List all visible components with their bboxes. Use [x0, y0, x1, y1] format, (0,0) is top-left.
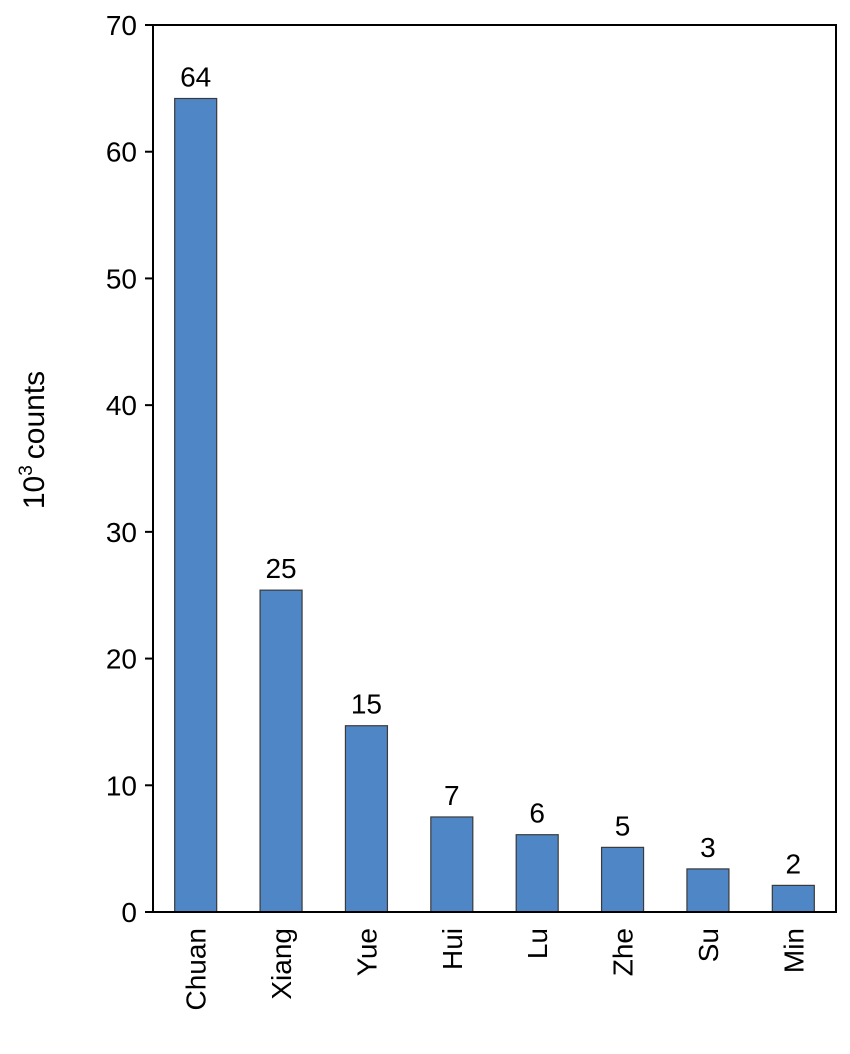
- y-axis-title-text: counts: [18, 371, 51, 459]
- data-label: 2: [786, 848, 802, 879]
- category-labels: Chuan Xiang Yue Hui Lu Zhe Su Min: [181, 928, 810, 1011]
- y-axis-title-base: 10: [18, 476, 51, 509]
- y-tick-label: 70: [106, 10, 137, 41]
- y-axis-title-superscript: 3: [16, 465, 37, 476]
- x-category-label: Zhe: [608, 928, 639, 976]
- data-labels: 64 25 15 7 6 5 3 2: [180, 61, 801, 879]
- data-label: 64: [180, 61, 211, 92]
- y-tick-label: 60: [106, 137, 137, 168]
- y-tick-label: 20: [106, 644, 137, 675]
- data-label: 7: [444, 780, 460, 811]
- plot-area-frame: [152, 24, 837, 913]
- bar-su: [686, 868, 730, 913]
- bar-xiang: [259, 589, 303, 913]
- bar-lu: [515, 834, 559, 913]
- bar-hui: [430, 816, 474, 913]
- y-axis-title: 103 counts: [16, 371, 51, 509]
- data-label: 5: [615, 810, 631, 841]
- x-category-label: Xiang: [266, 928, 297, 1000]
- data-label: 25: [265, 553, 296, 584]
- data-label: 15: [351, 689, 382, 720]
- bars: [174, 97, 815, 913]
- y-tick-label: 10: [106, 770, 137, 801]
- bar-chuan: [174, 97, 218, 913]
- bar-zhe: [600, 846, 645, 913]
- data-label: 3: [700, 832, 716, 863]
- x-category-label: Yue: [351, 928, 382, 976]
- bar-min: [771, 884, 815, 913]
- y-tick-label: 0: [121, 897, 137, 928]
- data-label: 6: [529, 798, 545, 829]
- x-category-label: Min: [778, 928, 809, 973]
- x-category-label: Lu: [522, 928, 553, 959]
- bar-yue: [344, 725, 389, 913]
- y-tick-label: 40: [106, 390, 137, 421]
- y-tick-label: 30: [106, 517, 137, 548]
- y-tick-label: 50: [106, 263, 137, 294]
- x-category-label: Su: [693, 928, 724, 962]
- y-axis-ticks: 0 10 20 30 40 50 60 70: [106, 10, 153, 928]
- x-category-label: Chuan: [181, 928, 212, 1011]
- x-category-label: Hui: [437, 928, 468, 970]
